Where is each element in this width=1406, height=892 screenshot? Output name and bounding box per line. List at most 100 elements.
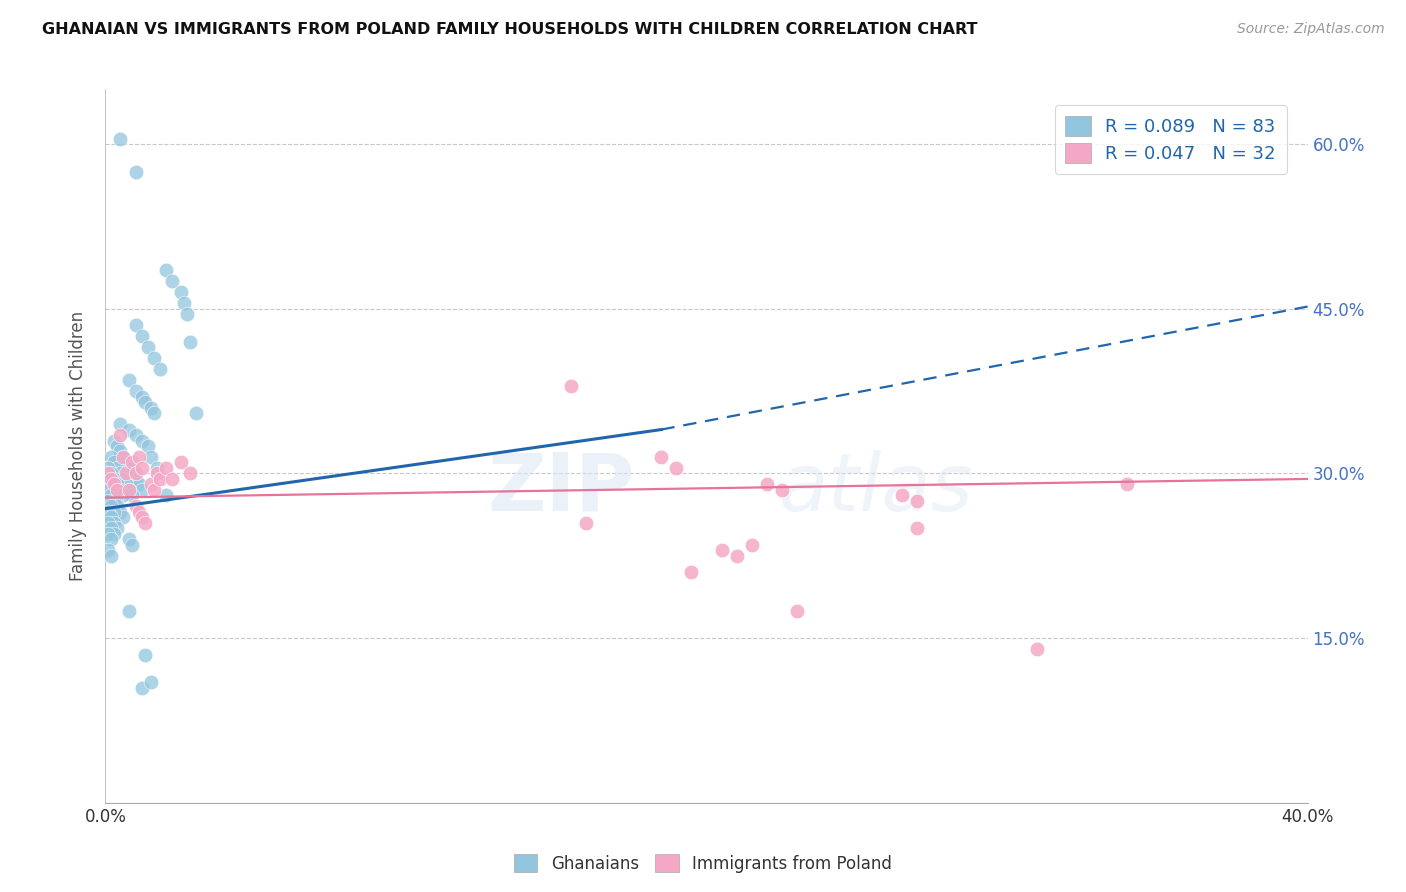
Point <box>650 450 672 464</box>
Point <box>121 538 143 552</box>
Point <box>112 510 135 524</box>
Point <box>107 521 129 535</box>
Point <box>97 516 120 530</box>
Point <box>100 500 122 514</box>
Point <box>155 488 177 502</box>
Point <box>575 516 598 530</box>
Point <box>131 681 153 695</box>
Text: GHANAIAN VS IMMIGRANTS FROM POLAND FAMILY HOUSEHOLDS WITH CHILDREN CORRELATION C: GHANAIAN VS IMMIGRANTS FROM POLAND FAMIL… <box>42 22 977 37</box>
Point <box>110 467 132 481</box>
Point <box>103 516 125 530</box>
Point <box>169 285 191 300</box>
Point <box>107 500 129 514</box>
Point <box>103 477 125 491</box>
Point <box>110 483 132 497</box>
Point <box>97 467 120 481</box>
Point <box>100 549 122 563</box>
Point <box>124 467 146 481</box>
Point <box>107 461 129 475</box>
Point <box>115 477 138 491</box>
Point <box>142 406 165 420</box>
Point <box>139 477 162 491</box>
Point <box>155 263 177 277</box>
Point <box>128 477 150 491</box>
Point <box>118 533 141 547</box>
Point <box>112 450 135 464</box>
Point <box>124 500 146 514</box>
Point <box>100 533 122 547</box>
Point <box>121 455 143 469</box>
Point <box>118 483 141 497</box>
Point <box>890 488 912 502</box>
Point <box>97 505 120 519</box>
Text: Source: ZipAtlas.com: Source: ZipAtlas.com <box>1237 22 1385 37</box>
Point <box>142 351 165 366</box>
Point <box>148 362 170 376</box>
Point <box>134 395 156 409</box>
Point <box>118 461 141 475</box>
Point <box>173 296 195 310</box>
Text: atlas: atlas <box>779 450 973 528</box>
Point <box>184 406 207 420</box>
Point <box>725 549 748 563</box>
Point <box>710 543 733 558</box>
Point <box>124 164 146 178</box>
Point <box>100 521 122 535</box>
Point <box>112 488 135 502</box>
Point <box>100 477 122 491</box>
Point <box>107 439 129 453</box>
Point <box>139 401 162 415</box>
Point <box>97 543 120 558</box>
Point <box>100 510 122 524</box>
Point <box>107 477 129 491</box>
Point <box>110 444 132 458</box>
Point <box>131 510 153 524</box>
Point <box>124 472 146 486</box>
Point <box>115 467 138 481</box>
Legend: Ghanaians, Immigrants from Poland: Ghanaians, Immigrants from Poland <box>508 847 898 880</box>
Point <box>124 318 146 333</box>
Point <box>1026 642 1049 657</box>
Point <box>103 434 125 448</box>
Point <box>97 461 120 475</box>
Point <box>107 488 129 502</box>
Point <box>145 467 167 481</box>
Point <box>134 648 156 662</box>
Point <box>131 461 153 475</box>
Point <box>131 483 153 497</box>
Point <box>176 307 198 321</box>
Point <box>160 472 183 486</box>
Point <box>121 467 143 481</box>
Point <box>112 472 135 486</box>
Point <box>118 483 141 497</box>
Point <box>560 378 582 392</box>
Point <box>142 483 165 497</box>
Point <box>755 477 778 491</box>
Point <box>681 566 703 580</box>
Point <box>169 455 191 469</box>
Point <box>103 505 125 519</box>
Point <box>179 467 201 481</box>
Point <box>128 505 150 519</box>
Point <box>121 488 143 502</box>
Point <box>155 461 177 475</box>
Point <box>103 483 125 497</box>
Point <box>786 604 808 618</box>
Point <box>136 340 159 354</box>
Point <box>118 604 141 618</box>
Point <box>110 131 132 145</box>
Point <box>97 526 120 541</box>
Point <box>115 455 138 469</box>
Legend: R = 0.089   N = 83, R = 0.047   N = 32: R = 0.089 N = 83, R = 0.047 N = 32 <box>1054 105 1286 174</box>
Point <box>97 494 120 508</box>
Point <box>905 521 928 535</box>
Point <box>136 439 159 453</box>
Point <box>139 450 162 464</box>
Point <box>103 455 125 469</box>
Point <box>665 461 688 475</box>
Point <box>103 526 125 541</box>
Point <box>131 434 153 448</box>
Point <box>179 334 201 349</box>
Point <box>97 472 120 486</box>
Point <box>139 675 162 690</box>
